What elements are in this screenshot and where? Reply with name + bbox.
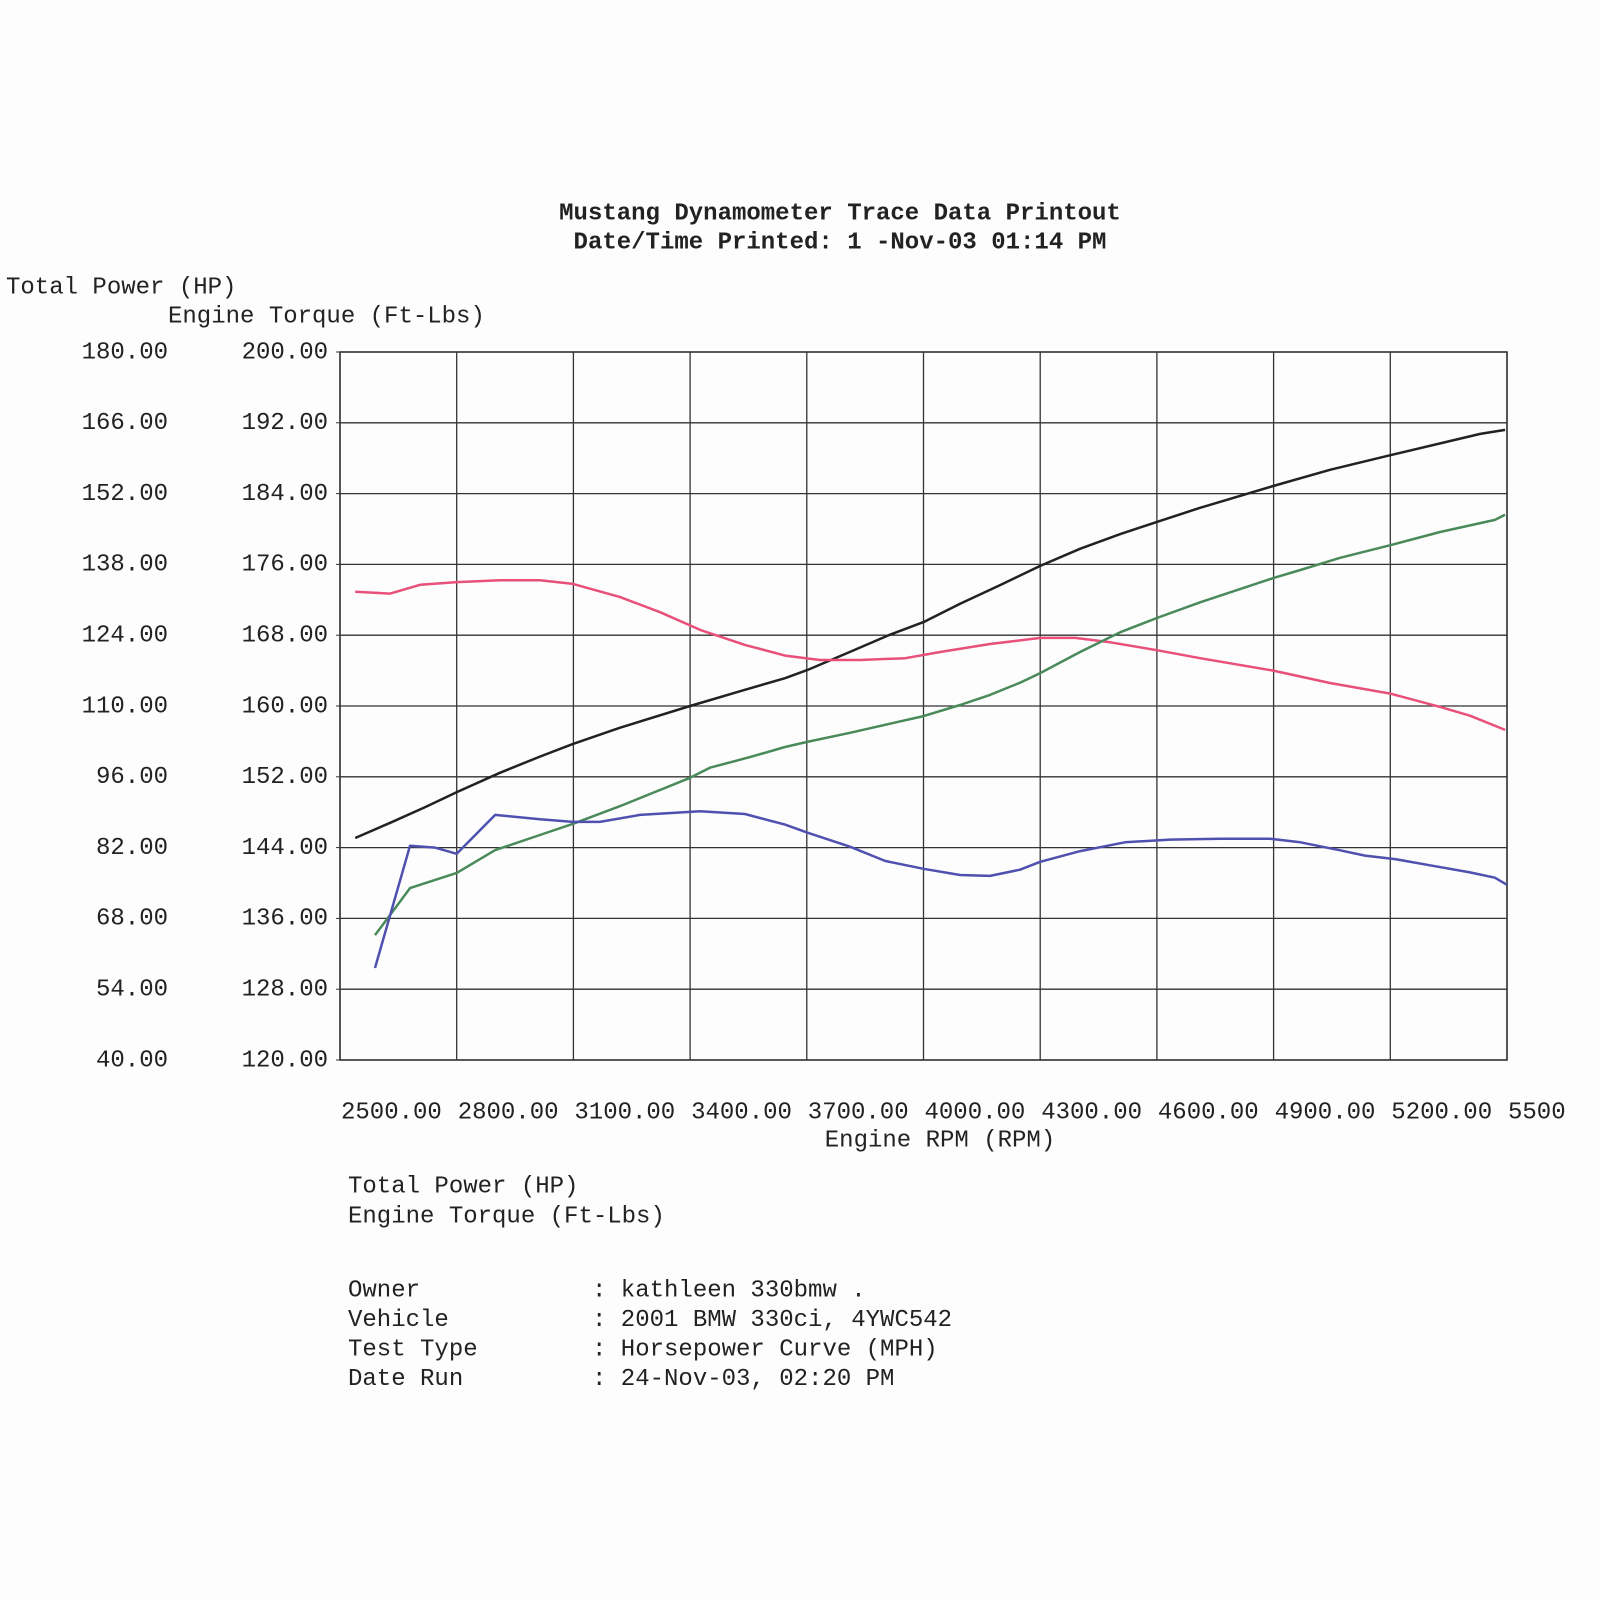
y-tick-label: 124.00 xyxy=(82,623,168,650)
y2-tick-label: 176.00 xyxy=(242,552,328,579)
info-label: Vehicle xyxy=(348,1307,449,1334)
series-line xyxy=(373,810,1508,969)
x-tick-label: 5200.00 xyxy=(1391,1099,1492,1126)
y-tick-label: 54.00 xyxy=(96,977,168,1004)
legend-entry: Engine Torque (Ft-Lbs) xyxy=(348,1203,665,1230)
y-tick-label: 110.00 xyxy=(82,693,168,720)
y2-axis-title: Engine Torque (Ft-Lbs) xyxy=(168,303,485,330)
series-line xyxy=(354,428,1506,840)
info-value: : kathleen 330bmw . xyxy=(592,1277,866,1304)
chart-title: Mustang Dynamometer Trace Data Printout xyxy=(559,200,1121,227)
info-label: Date Run xyxy=(348,1366,463,1393)
y2-tick-label: 120.00 xyxy=(242,1047,328,1074)
y2-tick-label: 144.00 xyxy=(242,835,328,862)
x-tick-label: 3400.00 xyxy=(691,1099,792,1126)
x-tick-label: 4000.00 xyxy=(925,1099,1026,1126)
x-tick-label: 5500 xyxy=(1508,1099,1566,1126)
y-tick-label: 152.00 xyxy=(82,481,168,508)
y-tick-label: 82.00 xyxy=(96,835,168,862)
y2-tick-label: 136.00 xyxy=(242,906,328,933)
series-line xyxy=(355,579,1506,732)
y-tick-label: 180.00 xyxy=(82,339,168,366)
chart-subtitle: Date/Time Printed: 1 -Nov-03 01:14 PM xyxy=(574,229,1107,256)
x-tick-label: 3100.00 xyxy=(574,1099,675,1126)
y2-tick-label: 160.00 xyxy=(242,693,328,720)
y-tick-label: 68.00 xyxy=(96,906,168,933)
info-value: : Horsepower Curve (MPH) xyxy=(592,1336,938,1363)
info-label: Test Type xyxy=(348,1336,478,1363)
x-tick-label: 2500.00 xyxy=(341,1099,442,1126)
y2-tick-label: 200.00 xyxy=(242,339,328,366)
x-axis-title: Engine RPM (RPM) xyxy=(825,1127,1055,1154)
y2-tick-label: 192.00 xyxy=(242,410,328,437)
y2-tick-label: 152.00 xyxy=(242,764,328,791)
x-tick-label: 4300.00 xyxy=(1041,1099,1142,1126)
y-tick-label: 166.00 xyxy=(82,410,168,437)
y2-tick-label: 168.00 xyxy=(242,623,328,650)
series-line xyxy=(374,513,1506,936)
y-tick-label: 96.00 xyxy=(96,764,168,791)
info-label: Owner xyxy=(348,1277,420,1304)
y2-tick-label: 128.00 xyxy=(242,977,328,1004)
info-value: : 24-Nov-03, 02:20 PM xyxy=(592,1366,894,1393)
x-tick-label: 4900.00 xyxy=(1275,1099,1376,1126)
x-tick-label: 2800.00 xyxy=(458,1099,559,1126)
y2-tick-label: 184.00 xyxy=(242,481,328,508)
x-tick-label: 3700.00 xyxy=(808,1099,909,1126)
info-value: : 2001 BMW 330ci, 4YWC542 xyxy=(592,1307,952,1334)
y-tick-label: 40.00 xyxy=(96,1047,168,1074)
y-axis-title: Total Power (HP) xyxy=(6,274,236,301)
y-tick-label: 138.00 xyxy=(82,552,168,579)
legend-entry: Total Power (HP) xyxy=(348,1173,578,1200)
x-tick-label: 4600.00 xyxy=(1158,1099,1259,1126)
